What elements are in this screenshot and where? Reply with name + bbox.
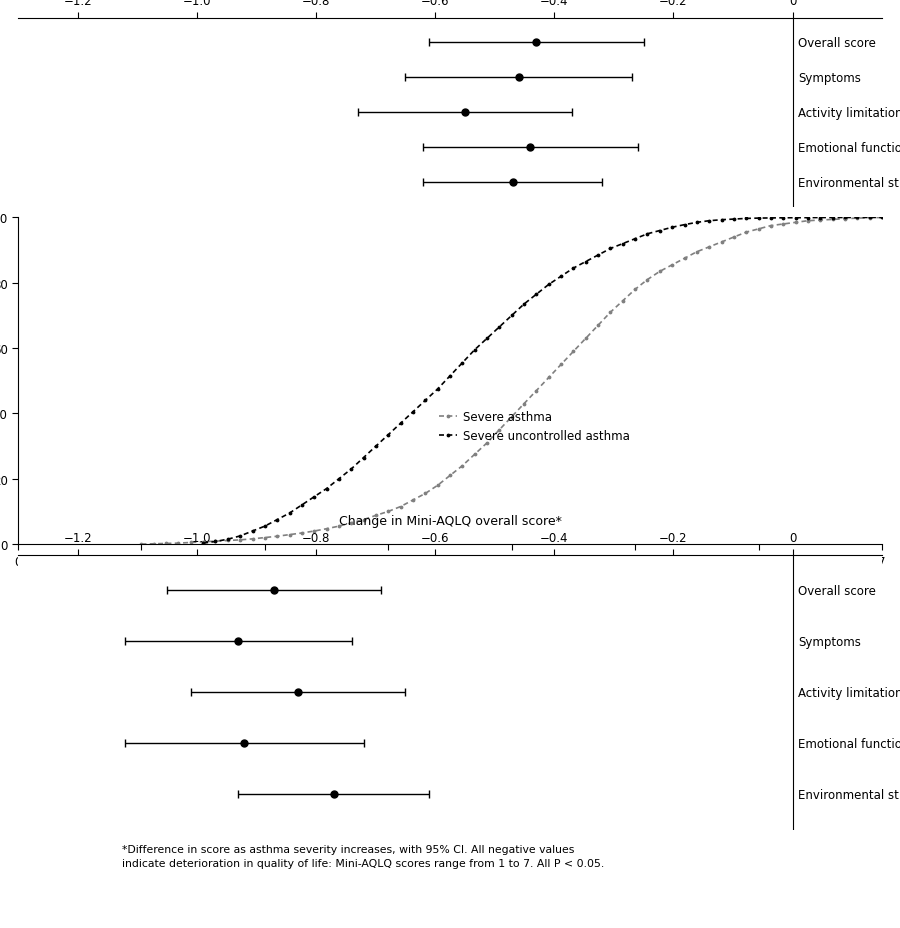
Text: Emotional function: Emotional function — [798, 737, 900, 750]
Severe uncontrolled asthma — [198, 538, 209, 549]
Text: Emotional function: Emotional function — [798, 141, 900, 154]
Line: Severe asthma: Severe asthma — [139, 216, 885, 547]
Text: *Difference in score as asthma severity increases, with 95% CI. All negative val: *Difference in score as asthma severity … — [122, 844, 604, 869]
Text: Environmental stimuli: Environmental stimuli — [798, 788, 900, 801]
Severe uncontrolled asthma — [210, 536, 220, 548]
Legend: Severe asthma, Severe uncontrolled asthma: Severe asthma, Severe uncontrolled asthm… — [434, 406, 634, 447]
Severe uncontrolled asthma — [877, 213, 887, 224]
Text: Activity limitations: Activity limitations — [798, 686, 900, 699]
X-axis label: Mini-AQLQ overall score: Mini-AQLQ overall score — [375, 574, 525, 586]
Text: Symptoms: Symptoms — [798, 71, 861, 84]
Text: Symptoms: Symptoms — [798, 636, 861, 649]
Text: Overall score: Overall score — [798, 36, 876, 49]
Text: Environmental stimuli: Environmental stimuli — [798, 176, 900, 189]
X-axis label: Change in Mini-AQLQ overall score*: Change in Mini-AQLQ overall score* — [338, 515, 562, 528]
Severe uncontrolled asthma — [716, 215, 727, 226]
Severe uncontrolled asthma — [580, 257, 591, 268]
Line: Severe uncontrolled asthma: Severe uncontrolled asthma — [201, 216, 885, 546]
Severe asthma — [580, 333, 591, 344]
Severe asthma — [284, 530, 295, 541]
Severe asthma — [531, 385, 542, 396]
Severe asthma — [309, 526, 320, 537]
Severe uncontrolled asthma — [445, 371, 455, 382]
Text: Activity limitations: Activity limitations — [798, 107, 900, 120]
Severe uncontrolled asthma — [617, 238, 628, 250]
Severe asthma — [395, 501, 406, 512]
Text: Overall score: Overall score — [798, 585, 876, 598]
Severe asthma — [778, 219, 788, 230]
Severe asthma — [136, 539, 147, 550]
Severe asthma — [877, 213, 887, 224]
Severe uncontrolled asthma — [642, 229, 652, 240]
